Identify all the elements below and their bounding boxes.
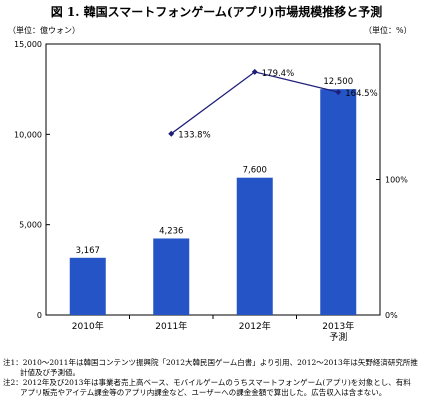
bar-label-3: 12,500	[323, 77, 353, 87]
note-2-line-2: アプリ販売やアイテム課金等のアプリ内課金など、ユーザーへの課金金額で算出した。広…	[20, 388, 387, 397]
y-tick-label-3: 15,000	[14, 40, 42, 49]
right-axis-unit: （単位：%）	[364, 26, 412, 35]
y-tick-label-2: 10,000	[14, 130, 42, 139]
left-axis-unit: （単位：億ウォン）	[8, 26, 80, 35]
chart-notes: 注1：2010～2011年は韓国コンテンツ振興院「2012大韓民国ゲーム白書」よ…	[3, 358, 431, 398]
line-label-3: 164.5%	[345, 89, 377, 99]
note-1-line-2: 計値及び予測値。	[20, 368, 80, 377]
note-2-line-1: 注2：2012年及び2013年は事業者売上高ベース、モバイルゲームのうちスマート…	[3, 378, 411, 387]
x-tick-label-2: 2012年	[239, 320, 271, 332]
line-point-2	[251, 68, 258, 75]
bar-1	[153, 238, 190, 315]
bar-label-2: 7,600	[243, 166, 267, 176]
line-label-2: 179.4%	[262, 69, 294, 79]
bar-2	[236, 177, 273, 315]
line-point-3	[335, 89, 342, 96]
y2-tick-label-1: 100%	[385, 176, 408, 185]
bar-3	[320, 89, 357, 316]
chart-title: 図 1. 韓国スマートフォンゲーム(アプリ)市場規模推移と予測	[50, 5, 383, 19]
bar-0	[69, 257, 106, 315]
bar-label-1: 4,236	[159, 226, 183, 236]
y-tick-label-1: 5,000	[19, 221, 42, 230]
x-tick-label-3-line-1: 予測	[329, 331, 347, 343]
x-tick-label-3-line-0: 2013年	[322, 320, 354, 332]
line-label-1: 133.8%	[178, 131, 210, 141]
note-1-line-1: 注1：2010～2011年は韓国コンテンツ振興院「2012大韓民国ゲーム白書」よ…	[3, 358, 418, 367]
y-tick-label-0: 0	[37, 311, 42, 320]
line-point-1	[168, 130, 175, 137]
y2-tick-label-0: 0%	[385, 311, 398, 320]
x-tick-label-1: 2011年	[155, 320, 187, 332]
bar-label-0: 3,167	[76, 246, 100, 256]
line-series	[170, 71, 339, 135]
x-tick-label-0: 2010年	[72, 320, 104, 332]
